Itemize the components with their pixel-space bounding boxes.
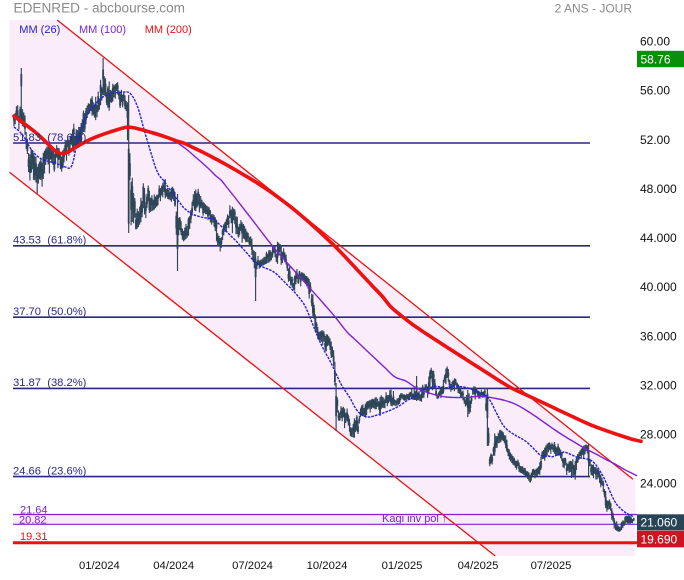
svg-text:31.87 (38.2%): 31.87 (38.2%) xyxy=(13,377,87,389)
svg-text:21.060: 21.060 xyxy=(641,516,678,530)
svg-text:51.83 (78.6%): 51.83 (78.6%) xyxy=(13,132,87,144)
svg-text:24.000: 24.000 xyxy=(640,477,677,491)
svg-text:56.00: 56.00 xyxy=(640,84,670,98)
svg-text:32.000: 32.000 xyxy=(640,378,677,392)
svg-text:28.000: 28.000 xyxy=(640,428,677,442)
svg-text:EDENRED - abcbourse.com: EDENRED - abcbourse.com xyxy=(14,1,186,16)
svg-text:01/2025: 01/2025 xyxy=(382,560,423,572)
svg-text:37.70 (50.0%): 37.70 (50.0%) xyxy=(13,306,87,318)
svg-text:Kagi inv pol ↑: Kagi inv pol ↑ xyxy=(382,513,447,525)
svg-text:07/2024: 07/2024 xyxy=(232,560,273,572)
svg-text:60.00: 60.00 xyxy=(640,35,670,49)
svg-text:MM (26): MM (26) xyxy=(19,24,60,36)
svg-text:04/2025: 04/2025 xyxy=(458,560,499,572)
svg-text:43.53 (61.8%): 43.53 (61.8%) xyxy=(13,235,87,247)
svg-text:40.000: 40.000 xyxy=(640,280,677,294)
svg-text:19.690: 19.690 xyxy=(641,532,678,546)
svg-text:04/2024: 04/2024 xyxy=(153,560,194,572)
svg-text:21.64: 21.64 xyxy=(20,504,48,516)
svg-text:48.000: 48.000 xyxy=(640,182,677,196)
svg-text:MM (200): MM (200) xyxy=(145,24,192,36)
svg-text:10/2024: 10/2024 xyxy=(307,560,348,572)
svg-text:MM (100): MM (100) xyxy=(79,24,126,36)
svg-text:52.00: 52.00 xyxy=(640,133,670,147)
svg-text:44.000: 44.000 xyxy=(640,231,677,245)
svg-text:07/2025: 07/2025 xyxy=(531,560,572,572)
svg-text:58.76: 58.76 xyxy=(641,53,671,67)
svg-text:24.66 (23.6%): 24.66 (23.6%) xyxy=(13,465,87,477)
svg-text:01/2024: 01/2024 xyxy=(79,560,120,572)
svg-text:20.82: 20.82 xyxy=(19,514,47,526)
svg-text:2 ANS - JOUR: 2 ANS - JOUR xyxy=(555,2,633,16)
svg-text:36.000: 36.000 xyxy=(640,329,677,343)
svg-text:19.31: 19.31 xyxy=(20,531,48,543)
